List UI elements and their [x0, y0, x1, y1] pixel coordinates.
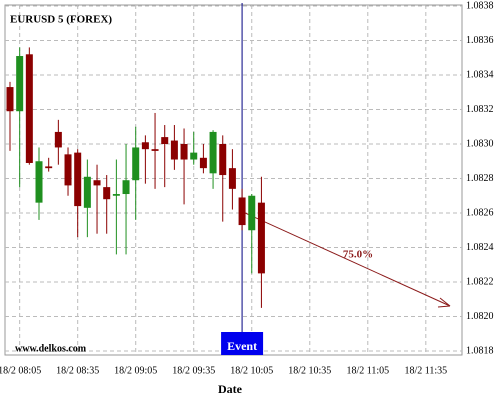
candle-body: [93, 180, 101, 186]
y-tick-label: 1.0824: [466, 242, 494, 253]
candle-body: [161, 137, 169, 144]
y-tick-label: 1.0826: [466, 207, 494, 218]
x-tick-label: 18/2 10:05: [230, 365, 273, 376]
y-tick-label: 1.0830: [466, 138, 494, 149]
candle-body: [257, 202, 265, 274]
chart-title: EURUSD 5 (FOREX): [10, 14, 112, 26]
candle-body: [170, 140, 178, 160]
candle-body: [45, 166, 53, 169]
forecast-label: 75.0%: [343, 249, 373, 261]
candle-body: [122, 180, 130, 195]
x-tick-label: 18/2 09:05: [114, 365, 157, 376]
y-tick-label: 1.0818: [466, 345, 494, 356]
y-tick-label: 1.0838: [466, 0, 494, 11]
candle-body: [180, 144, 188, 160]
y-tick-label: 1.0822: [466, 276, 494, 287]
x-tick-label: 18/2 11:05: [346, 365, 389, 376]
candle-body: [228, 168, 236, 189]
candle-body: [74, 152, 82, 207]
candle-body: [16, 56, 24, 112]
candle-body: [238, 197, 246, 226]
candle-body: [103, 187, 111, 200]
candle-body: [151, 149, 159, 151]
candle-body: [35, 161, 43, 203]
candle-body: [64, 154, 72, 186]
candle-body: [141, 142, 149, 150]
y-tick-label: 1.0820: [466, 311, 494, 322]
candle-body: [190, 152, 198, 160]
candle-body: [83, 176, 91, 208]
candle-body: [112, 194, 120, 196]
x-axis-label: Date: [218, 382, 243, 396]
candle-body: [132, 147, 140, 181]
forecast-arrowhead: [437, 297, 451, 308]
candle-body: [54, 131, 62, 148]
event-box: [221, 332, 264, 355]
y-tick-label: 1.0832: [466, 104, 494, 115]
x-tick-label: 18/2 08:35: [56, 365, 99, 376]
event-label: Event: [227, 339, 257, 353]
watermark: www.delkos.com: [15, 343, 87, 354]
candle-body: [6, 87, 14, 112]
y-tick-label: 1.0828: [466, 173, 494, 184]
candle-body: [199, 157, 207, 169]
x-tick-label: 18/2 11:35: [404, 365, 447, 376]
candle-body: [248, 195, 256, 231]
y-tick-label: 1.0834: [466, 69, 494, 80]
x-tick-label: 18/2 09:35: [172, 365, 215, 376]
candle-body: [209, 131, 217, 174]
candle-body: [25, 54, 33, 163]
forecast-arrow: [242, 211, 451, 307]
y-tick-label: 1.0836: [466, 35, 494, 46]
x-tick-label: 18/2 08:05: [0, 365, 41, 376]
candle-body: [219, 144, 227, 176]
x-tick-label: 18/2 10:35: [288, 365, 331, 376]
